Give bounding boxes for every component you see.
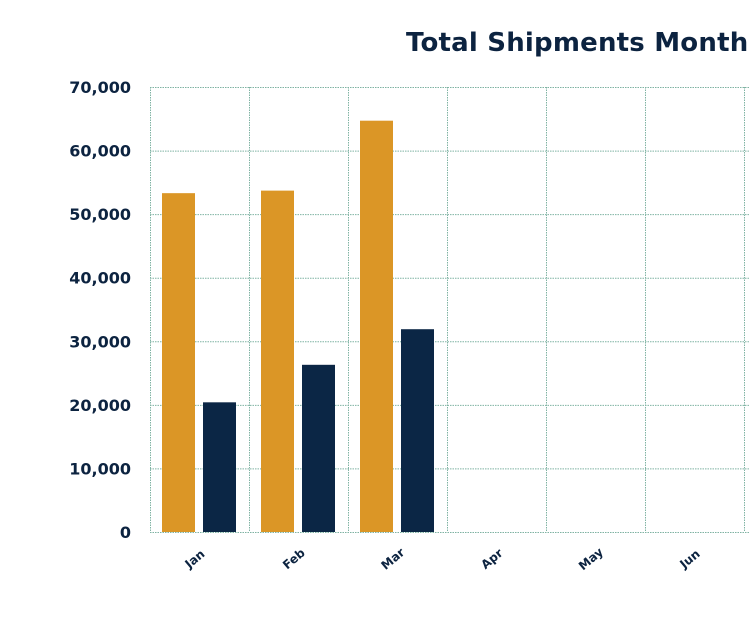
ytick-label: 0 xyxy=(120,523,131,542)
bar-mar-series-2 xyxy=(401,329,434,532)
ytick-label: 40,000 xyxy=(69,269,131,288)
xtick-label-apr: Apr xyxy=(478,546,505,572)
xtick-label-feb: Feb xyxy=(280,545,308,572)
ytick-label: 20,000 xyxy=(69,396,131,415)
xtick-label-may: May xyxy=(576,545,606,574)
ytick-label: 50,000 xyxy=(69,205,131,224)
xtick-label-jan: Jan xyxy=(182,547,208,572)
bar-mar-series-1 xyxy=(360,120,393,532)
ytick-label: 70,000 xyxy=(69,78,131,97)
y-axis: 0 10,000 20,000 30,000 40,000 50,000 60,000 70,… xyxy=(69,78,131,542)
ytick-label: 30,000 xyxy=(69,332,131,351)
grid-lines xyxy=(150,87,749,533)
xtick-label-mar: Mar xyxy=(378,545,407,572)
ytick-label: 60,000 xyxy=(69,142,131,161)
xtick-label-jun: Jun xyxy=(676,547,702,572)
ytick-label: 10,000 xyxy=(69,459,131,478)
bar-jan-series-1 xyxy=(162,193,195,532)
bar-feb-series-2 xyxy=(302,364,335,532)
x-axis: Jan Feb Mar Apr May Jun xyxy=(182,545,703,574)
bar-jan-series-2 xyxy=(203,402,236,532)
bars xyxy=(162,120,434,532)
chart-title: Total Shipments Month xyxy=(406,28,749,58)
bar-feb-series-1 xyxy=(261,190,294,532)
